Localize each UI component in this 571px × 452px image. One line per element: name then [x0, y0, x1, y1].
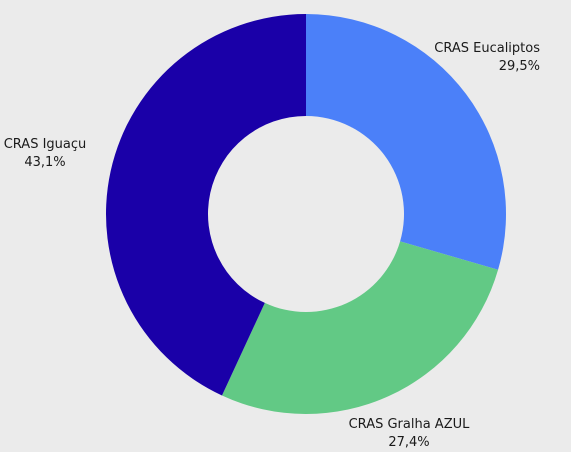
segment-value: 27,4% — [388, 435, 429, 450]
segment-label: CRAS Iguaçu — [4, 137, 87, 152]
segment-value: 29,5% — [499, 59, 540, 74]
donut-segment — [221, 241, 499, 414]
donut-segment — [306, 14, 506, 270]
segment-value: 43,1% — [24, 155, 65, 170]
segment-label: CRAS Eucaliptos — [434, 41, 540, 56]
donut-segment — [105, 14, 306, 396]
segment-label: CRAS Gralha AZUL — [349, 417, 471, 432]
